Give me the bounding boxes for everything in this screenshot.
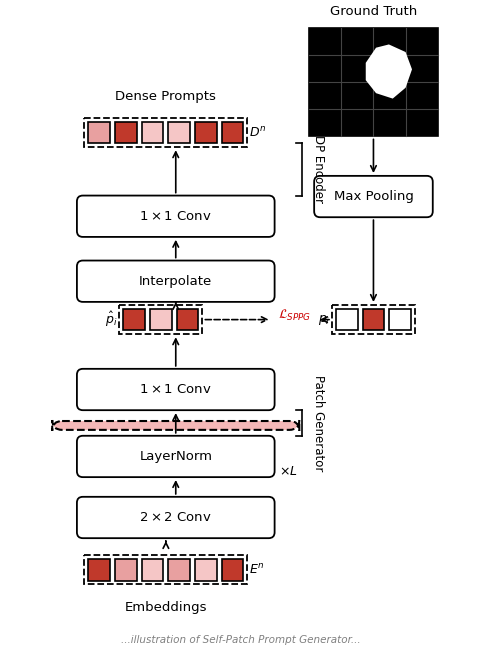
Bar [222,559,243,580]
Text: $1 \times 1$ Conv: $1 \times 1$ Conv [139,210,212,223]
Bar [123,309,145,330]
Bar [88,559,110,580]
Text: $\hat{p}_i$: $\hat{p}_i$ [105,310,118,329]
Text: $1 \times 1$ Conv: $1 \times 1$ Conv [139,383,212,396]
Text: LayerNorm: LayerNorm [139,450,212,463]
FancyBboxPatch shape [77,261,275,302]
Bar [150,309,172,330]
Text: Dense Prompts: Dense Prompts [115,90,216,103]
Bar [142,122,163,144]
FancyBboxPatch shape [52,420,299,431]
Bar [142,559,163,580]
Text: ...illustration of Self-Patch Prompt Generator...: ...illustration of Self-Patch Prompt Gen… [121,634,361,645]
Bar [195,122,217,144]
Text: Patch Generator: Patch Generator [312,375,325,471]
Text: $E^n$: $E^n$ [249,563,265,577]
Bar [336,309,358,330]
Text: Max Pooling: Max Pooling [334,190,414,203]
FancyBboxPatch shape [77,369,275,410]
Bar [222,122,243,144]
Bar [115,122,137,144]
Bar [362,309,384,330]
Bar [309,28,438,136]
Bar [168,559,190,580]
Text: DP Encoder: DP Encoder [312,135,325,203]
Polygon shape [366,44,412,99]
Text: $D^n$: $D^n$ [249,125,267,140]
Bar [168,122,190,144]
Text: $\mathcal{L}_{SPPG}$: $\mathcal{L}_{SPPG}$ [278,308,311,323]
Text: $2 \times 2$ Conv: $2 \times 2$ Conv [139,511,212,524]
Text: Ground Truth: Ground Truth [330,5,417,18]
FancyBboxPatch shape [77,196,275,237]
Bar [88,122,110,144]
Text: $p_i$: $p_i$ [318,313,330,326]
Text: Interpolate: Interpolate [139,275,213,288]
Bar [389,309,411,330]
Text: Embeddings: Embeddings [125,601,207,614]
Text: $\times L$: $\times L$ [279,465,297,478]
Bar [195,559,217,580]
FancyBboxPatch shape [77,497,275,538]
FancyBboxPatch shape [314,176,433,217]
Bar [177,309,199,330]
FancyBboxPatch shape [77,436,275,477]
Bar [115,559,137,580]
